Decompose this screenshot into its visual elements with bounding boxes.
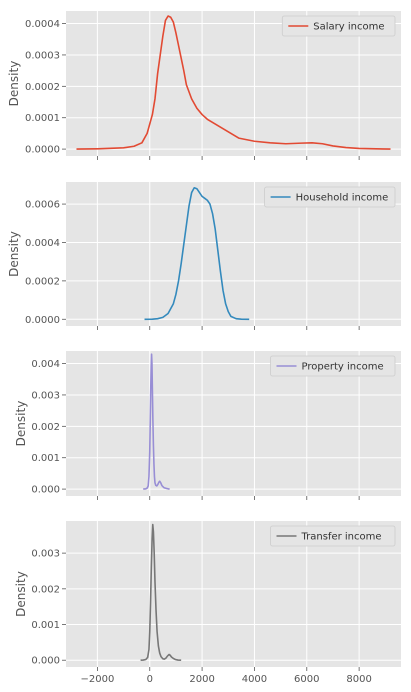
y-tick-label: 0.002 xyxy=(31,422,60,433)
subplot-1: 0.0000 0.0001 0.0002 0.0003 0.0004 Density Sal… xyxy=(7,11,401,160)
legend: Household income xyxy=(264,186,396,208)
legend: Salary income xyxy=(281,15,396,37)
y-tick-label: 0.0004 xyxy=(25,238,60,249)
y-tick-label: 0.004 xyxy=(31,359,60,370)
y-axis-label: Density xyxy=(14,401,28,447)
y-tick-label: 0.003 xyxy=(31,390,60,401)
y-tick-label: 0.001 xyxy=(31,453,60,464)
subplot-3: 0.000 0.001 0.002 0.003 0.004 Density Property… xyxy=(14,351,401,500)
x-tick-label: 0 xyxy=(147,674,153,685)
x-tick-label: 2000 xyxy=(189,674,214,685)
legend-box xyxy=(281,15,396,37)
y-tick-label: 0.000 xyxy=(31,485,60,496)
legend-box xyxy=(270,525,396,547)
y-tick-label: 0.0002 xyxy=(25,276,60,287)
y-tick-label: 0.001 xyxy=(31,620,60,631)
y-tick-label: 0.0003 xyxy=(25,50,60,61)
series-line-salary-income xyxy=(76,15,391,150)
x-tick-label: 4000 xyxy=(242,674,267,685)
legend-label: Salary income xyxy=(313,22,384,33)
y-axis-label: Density xyxy=(7,231,21,277)
legend: Transfer income xyxy=(270,525,396,547)
y-tick-label: 0.0000 xyxy=(25,145,60,156)
legend-label: Transfer income xyxy=(301,532,382,543)
series-line-property-income xyxy=(143,353,170,490)
legend-box xyxy=(264,186,396,208)
y-axis-label: Density xyxy=(14,571,28,617)
x-tick-label: −2000 xyxy=(80,674,114,685)
y-tick-label: 0.0001 xyxy=(25,113,60,124)
series-line-transfer-income xyxy=(140,523,182,662)
subplot-2: 0.0000 0.0002 0.0004 0.0006 Density Household… xyxy=(7,182,401,330)
legend: Property income xyxy=(270,355,396,377)
y-tick-label: 0.0002 xyxy=(25,82,60,93)
y-tick-label: 0.0004 xyxy=(25,19,60,30)
y-tick-label: 0.0000 xyxy=(25,315,60,326)
legend-label: Household income xyxy=(296,193,389,204)
y-tick-label: 0.003 xyxy=(31,549,60,560)
series-line-household-income xyxy=(144,186,250,321)
legend-box xyxy=(270,355,396,377)
y-axis-label: Density xyxy=(7,61,21,107)
y-tick-label: 0.0006 xyxy=(25,200,60,211)
y-tick-label: 0.000 xyxy=(31,656,60,667)
x-tick-label: 8000 xyxy=(346,674,371,685)
y-tick-label: 0.002 xyxy=(31,584,60,595)
x-tick-label: 6000 xyxy=(294,674,319,685)
legend-label: Property income xyxy=(302,362,384,373)
